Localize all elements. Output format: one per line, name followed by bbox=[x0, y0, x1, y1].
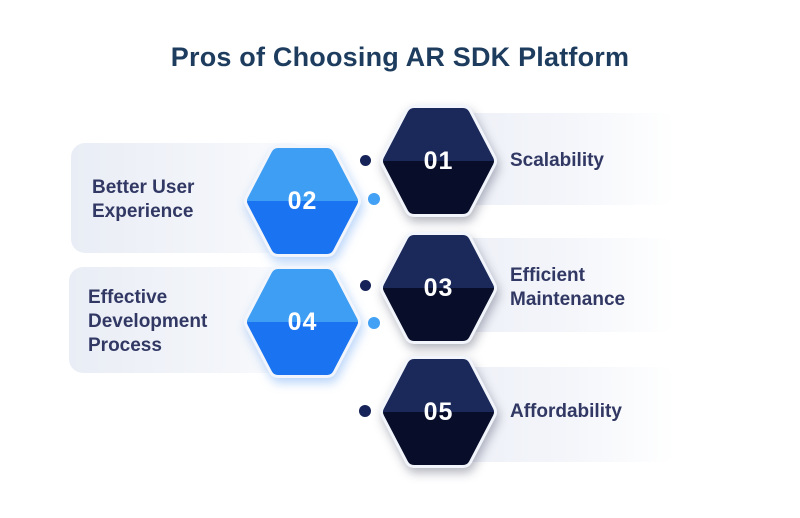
connector-dot-blue-row1 bbox=[368, 193, 380, 205]
hexagon-shape bbox=[244, 145, 361, 257]
connector-dot-blue-row3 bbox=[368, 317, 380, 329]
label-scalability: Scalability bbox=[510, 150, 604, 171]
hexagon-step-04: 04 bbox=[244, 266, 361, 378]
label-better-user-experience: Better User Experience bbox=[92, 177, 195, 222]
step-number: 02 bbox=[287, 186, 318, 215]
hexagon-shape bbox=[244, 266, 361, 378]
hexagon-step-02: 02 bbox=[244, 145, 361, 257]
hexagon-shape bbox=[380, 105, 497, 217]
step-number: 03 bbox=[423, 273, 454, 302]
step-number: 05 bbox=[423, 397, 454, 426]
connector-dot-dark-row3 bbox=[360, 280, 371, 291]
hexagon-step-03: 03 bbox=[380, 232, 497, 344]
hexagon-step-01: 01 bbox=[380, 105, 497, 217]
page-title: Pros of Choosing AR SDK Platform bbox=[170, 42, 630, 72]
connector-dot-dark-row1 bbox=[360, 155, 371, 166]
connector-dot-dark-row5 bbox=[359, 405, 371, 417]
hexagon-step-05: 05 bbox=[380, 356, 497, 468]
label-effective-development-process: Effective Development Process bbox=[88, 287, 208, 356]
label-efficient-maintenance: Efficient Maintenance bbox=[510, 265, 626, 310]
step-number: 01 bbox=[423, 146, 454, 175]
step-number: 04 bbox=[287, 307, 318, 336]
hexagon-shape bbox=[380, 232, 497, 344]
label-affordability: Affordability bbox=[510, 401, 622, 422]
hexagon-shape bbox=[380, 356, 497, 468]
